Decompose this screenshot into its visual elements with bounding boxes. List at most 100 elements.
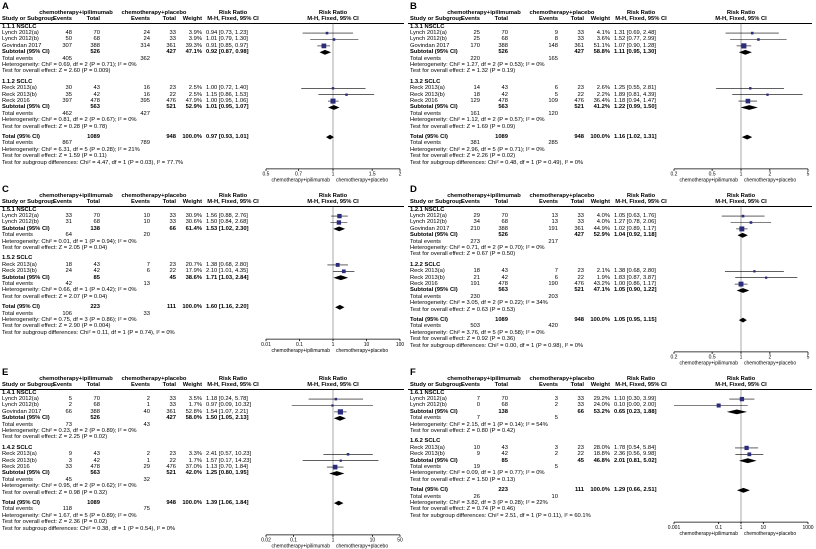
group2-column-header: chemotherapy+placebo: [529, 376, 595, 382]
total-column-header: Total: [86, 199, 100, 205]
events-value: 24: [143, 36, 150, 43]
risk-ratio-value: 1.04 [0.92, 1.18]: [614, 232, 657, 239]
weight-column-header: Weight: [182, 382, 202, 388]
risk-ratio-value: 1.89 [0.81, 4.39]: [614, 91, 656, 98]
group2-column-header: chemotherapy+placebo: [529, 193, 595, 199]
events-value: 33: [65, 212, 72, 219]
total-label: Total (95% CI): [410, 316, 448, 323]
events-value: 25: [473, 29, 480, 36]
subtotal-label: Subtotal (95% CI): [2, 274, 50, 281]
risk-ratio-value: 1.01 [0.79, 1.30]: [206, 36, 248, 43]
table-row: Heterogeneity: Chi² = 2.96, df = 5 (P = …: [408, 147, 816, 153]
weight-value: 3.6%: [596, 36, 610, 43]
heterogeneity-note: Heterogeneity: Chi² = 0.71, df = 2 (P = …: [410, 244, 545, 251]
plot-ci-header: M-H, Fixed, 95% CI: [715, 16, 767, 22]
events-value: 395: [140, 97, 150, 104]
study-name: Reck 2013(a): [410, 85, 445, 92]
events-value: 33: [65, 463, 72, 470]
risk-ratio-value: 1.13 [0.70, 1.84]: [206, 463, 248, 470]
plot-risk-ratio-header: Risk Ratio: [318, 10, 348, 16]
risk-ratio-value: 1.57 [0.17, 14.23]: [206, 457, 252, 464]
overall-effect-note: Test for overall effect: Z = 0.92 (P = 0…: [410, 336, 516, 343]
plot-ci-header: M-H, Fixed, 95% CI: [715, 199, 767, 205]
table-row: Test for subgroup differences: Chi² = 0.…: [0, 526, 408, 532]
risk-ratio-value: 0.94 [0.73, 1.23]: [206, 29, 248, 36]
study-name: Govindan 2017: [2, 42, 42, 49]
table-row: Total (95% CI) 1089 948 100.0% 1.16 [1.02, 1…: [408, 134, 816, 140]
risk-ratio-value: 1.71 [1.03, 2.84]: [206, 274, 249, 281]
events-value: 18: [473, 91, 480, 98]
events-value: 5: [554, 415, 558, 422]
axis-tick-label: 5: [807, 355, 810, 361]
table-row: Total (95% CI) 223 111 100.0% 1.60 [1.16, 2.…: [0, 304, 408, 310]
events-value: 1: [146, 457, 150, 464]
study-name: Reck 2013(b): [410, 91, 445, 98]
axis-group-label: chemotherapy+ipilimumab: [271, 544, 330, 549]
total-value: 948: [166, 133, 176, 140]
table-row: Reck 2013(b) 9 42 2 22 18.8% 2.36 [0.56, 9.98]: [408, 451, 816, 457]
axis-tick-label: 2: [768, 355, 771, 361]
table-row: chemotherapy+ipilimumab chemotherapy+plac…: [408, 10, 816, 16]
total-value: 138: [90, 225, 100, 232]
table-row: Test for overall effect: Z = 0.98 (P = 0…: [0, 490, 408, 496]
events-value: 42: [65, 280, 72, 287]
table-row: 1.1.2 SCLC: [0, 79, 408, 85]
events-column-header: Events: [52, 199, 72, 205]
events-value: 9: [554, 29, 558, 36]
weight-value: 37.0%: [185, 463, 202, 470]
table-row: 1.3.2 SCLC: [408, 79, 816, 85]
risk-ratio-value: 1.50 [0.84, 2.68]: [206, 219, 248, 226]
table-row: Total events 462 427: [0, 111, 408, 117]
axis-group-label: chemotherapy+ipilimumab: [271, 348, 330, 354]
total-events-label: Total events: [410, 110, 441, 117]
total-value: 563: [498, 287, 508, 294]
table-row: Test for subgroup differences: Chi² = 4.…: [0, 160, 408, 166]
total-value: 22: [169, 268, 176, 275]
total-label: Total (95% CI): [410, 487, 448, 494]
table-row: Study or Subgroup Events Total Events Total W…: [408, 382, 812, 390]
heterogeneity-note: Heterogeneity: Chi² = 0.81, df = 2 (P = …: [2, 117, 137, 124]
panel-letter-e: E: [2, 367, 9, 378]
panel-a: A chemotherapy+ipilimumab chemotherapy+pl…: [0, 0, 408, 183]
group1-column-header: chemotherapy+ipilimumab: [39, 376, 113, 382]
weight-value: 3.9%: [188, 36, 202, 43]
axis-tick-label: 0.5: [709, 172, 716, 178]
table-row: Heterogeneity: Chi² = 0.75, df = 3 (P = …: [0, 317, 408, 323]
axis-tick-label: 100: [396, 342, 405, 348]
risk-ratio-column-header: Risk Ratio: [218, 193, 248, 199]
total-value: 23: [577, 85, 584, 92]
total-events-label: Total events: [2, 506, 33, 513]
overall-effect-note: Test for overall effect: Z = 2.25 (P = 0…: [2, 434, 108, 441]
events-value: 789: [140, 140, 150, 147]
events-value: 13: [143, 280, 150, 287]
total-value: 427: [574, 49, 584, 56]
risk-ratio-value: 0.91 [0.85, 0.97]: [206, 42, 248, 49]
events-value: 2: [68, 402, 72, 409]
ci-column-header: M-H, Fixed, 95% CI: [207, 199, 259, 205]
events-value: 307: [62, 42, 72, 49]
total-value: 948: [574, 316, 584, 323]
total-events-label: Total events: [410, 463, 441, 470]
table-row: Govindan 2017 210 388 191 361 44.9% 1.02 [0.89…: [408, 226, 816, 232]
subgroup-differences-note: Test for subgroup differences: Chi² = 2.…: [410, 512, 591, 519]
total-value: 563: [90, 104, 100, 111]
risk-ratio-value: 1.83 [0.87, 3.87]: [614, 274, 656, 281]
table-row: Lynch 2012(a) 48 70 24 33 3.9% 0.94 [0.73, 1.2…: [0, 30, 408, 36]
table-row: Subtotal (95% CI) 526 427 58.8% 1.11 [0.95, …: [408, 49, 816, 55]
table-row: Reck 2016 129 478 109 476 36.4% 1.18 [0.94, 1.…: [408, 98, 816, 104]
table-row: Lynch 2012(b) 50 68 24 33 3.9% 1.01 [0.79, 1.3…: [0, 36, 408, 42]
table-row: Test for overall effect: Z = 1.59 (P = 0…: [0, 153, 408, 159]
heterogeneity-note: Heterogeneity: Chi² = 2.96, df = 5 (P = …: [410, 146, 545, 153]
total-value: 33: [169, 36, 176, 43]
overall-effect-note: Test for overall effect: Z = 0.67 (P = 0…: [410, 251, 516, 258]
table-row: Reck 2013(a) 18 43 7 23 20.7% 1.38 [0.68, 2.80…: [0, 262, 408, 268]
study-name: Reck 2016: [410, 97, 438, 104]
events-value: 6: [146, 268, 150, 275]
weight-column-header: Weight: [590, 16, 610, 22]
risk-ratio-column-header: Risk Ratio: [218, 10, 248, 16]
table-row: chemotherapy+ipilimumab chemotherapy+plac…: [0, 376, 408, 382]
events-value: 64: [65, 232, 72, 239]
table-row: Lynch 2012(a) 25 70 9 33 4.1% 1.31 [0.69, 2.48…: [408, 30, 816, 36]
weight-value: 18.8%: [593, 451, 610, 458]
total-events-label: Total events: [2, 232, 33, 239]
